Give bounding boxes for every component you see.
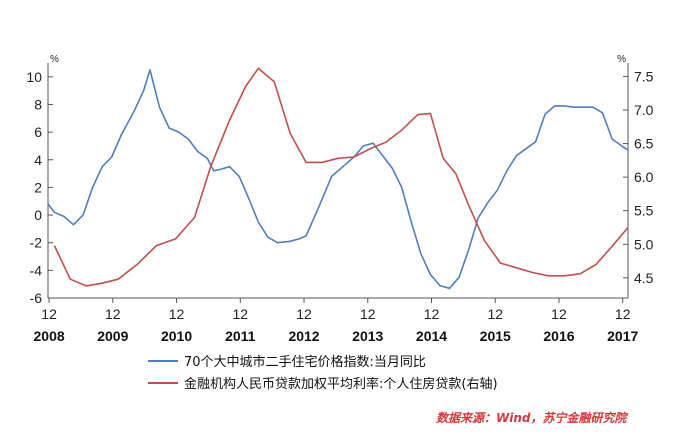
legend-label-2: 金融机构人民币贷款加权平均利率:个人住房贷款(右轴) xyxy=(184,376,498,392)
right-tick-label: 6.0 xyxy=(634,169,654,185)
x-tick-month: 12 xyxy=(551,306,567,322)
x-tick-month: 12 xyxy=(41,306,57,322)
x-tick-year: 2008 xyxy=(34,328,65,344)
left-tick-label: 10 xyxy=(26,69,42,85)
right-tick-label: 7.5 xyxy=(634,68,654,84)
left-axis: % -6 -4 -2 0 2 4 6 8 10 xyxy=(26,54,59,306)
series-line-1 xyxy=(47,69,629,290)
left-tick-label: 8 xyxy=(34,96,42,112)
left-axis-unit: % xyxy=(50,54,59,65)
right-tick-label: 6.5 xyxy=(634,136,654,152)
x-tick-year: 2013 xyxy=(352,328,383,344)
x-tick-month: 12 xyxy=(105,306,121,322)
right-axis: % 4.5 5.0 5.5 6.0 6.5 7.0 7.5 xyxy=(617,54,654,286)
left-tick-label: 0 xyxy=(34,207,42,223)
left-tick-label: -2 xyxy=(30,235,43,251)
plot-frame xyxy=(47,63,629,299)
left-tick-label: 6 xyxy=(34,124,42,140)
x-tick-year: 2011 xyxy=(225,328,256,344)
x-tick-month: 12 xyxy=(360,306,376,322)
x-tick-year: 2012 xyxy=(288,328,319,344)
x-tick-year: 2016 xyxy=(543,328,574,344)
x-tick-month: 12 xyxy=(233,306,249,322)
left-tick-label: 2 xyxy=(34,179,42,195)
x-tick-year: 2014 xyxy=(416,328,447,344)
x-tick-month: 12 xyxy=(296,306,312,322)
series-layer xyxy=(47,67,629,290)
x-axis: 12 2008 12 2009 12 2010 12 2011 12 2012 12 2013 12 20… xyxy=(34,298,638,344)
legend-label-1: 70个大中城市二手住宅价格指数:当月同比 xyxy=(184,354,426,370)
right-tick-label: 7.0 xyxy=(634,102,654,118)
x-tick-month: 12 xyxy=(169,306,185,322)
legend: 70个大中城市二手住宅价格指数:当月同比金融机构人民币贷款加权平均利率:个人住房… xyxy=(148,354,498,392)
x-tick-year: 2017 xyxy=(607,328,638,344)
left-tick-label: -4 xyxy=(30,262,43,278)
x-tick-year: 2009 xyxy=(97,328,128,344)
left-tick-label: 4 xyxy=(34,152,42,168)
left-tick-label: -6 xyxy=(30,290,43,306)
source-note: 数据来源：Wind，苏宁金融研究院 xyxy=(436,411,628,425)
right-tick-label: 5.5 xyxy=(634,203,654,219)
x-tick-month: 12 xyxy=(615,306,631,322)
right-axis-unit: % xyxy=(617,54,626,65)
x-tick-month: 12 xyxy=(424,306,440,322)
right-tick-label: 5.0 xyxy=(634,236,654,252)
right-tick-label: 4.5 xyxy=(634,270,654,286)
series-line-2 xyxy=(53,67,629,287)
x-tick-year: 2010 xyxy=(161,328,192,344)
x-tick-month: 12 xyxy=(487,306,503,322)
x-tick-year: 2015 xyxy=(480,328,511,344)
